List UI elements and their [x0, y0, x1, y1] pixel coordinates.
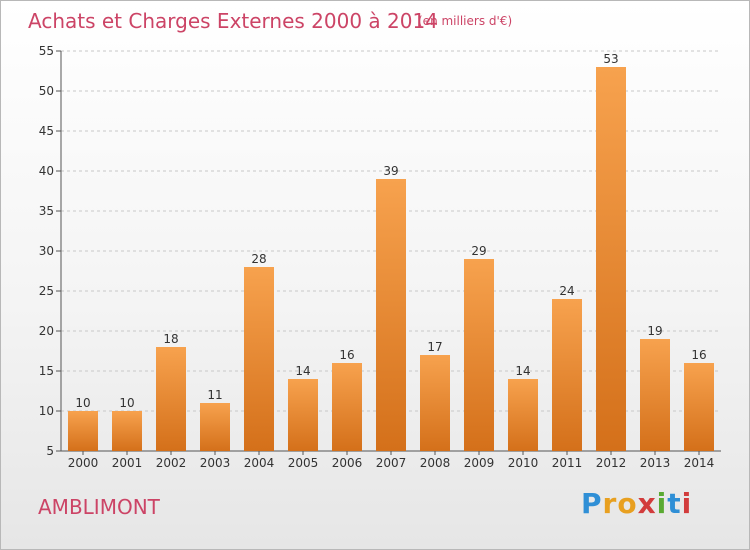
bar-2014	[684, 363, 714, 451]
chart-subtitle: (en milliers d'€)	[418, 14, 513, 28]
x-tick-label: 2004	[244, 456, 275, 470]
bar-2002	[156, 347, 186, 451]
bar-value-label: 28	[251, 252, 266, 266]
x-tick-label: 2005	[288, 456, 319, 470]
y-tick-label: 25	[39, 284, 54, 298]
x-tick-label: 2000	[68, 456, 99, 470]
bar-value-label: 18	[163, 332, 178, 346]
logo-letter: r	[602, 487, 618, 520]
bar-2009	[464, 259, 494, 451]
bar-value-label: 16	[691, 348, 706, 362]
bar-2006	[332, 363, 362, 451]
y-tick-label: 40	[39, 164, 54, 178]
proxiti-logo: Proxiti	[581, 487, 692, 520]
y-tick-label: 30	[39, 244, 54, 258]
bar-value-label: 19	[647, 324, 662, 338]
bar-value-label: 29	[471, 244, 486, 258]
x-tick-label: 2012	[596, 456, 627, 470]
bar-value-label: 16	[339, 348, 354, 362]
bar-value-label: 24	[559, 284, 574, 298]
bar-value-label: 14	[515, 364, 530, 378]
bar-2010	[508, 379, 538, 451]
y-tick-label: 35	[39, 204, 54, 218]
logo-letter: i	[656, 487, 668, 520]
bar-2013	[640, 339, 670, 451]
bar-value-label: 53	[603, 52, 618, 66]
bar-value-label: 39	[383, 164, 398, 178]
x-tick-label: 2011	[552, 456, 583, 470]
bar-value-label: 10	[119, 396, 134, 410]
logo-letter: P	[581, 487, 603, 520]
bar-value-label: 14	[295, 364, 310, 378]
x-tick-label: 2009	[464, 456, 495, 470]
bar-2003	[200, 403, 230, 451]
x-tick-label: 2006	[332, 456, 363, 470]
bar-2007	[376, 179, 406, 451]
bar-value-label: 10	[75, 396, 90, 410]
x-tick-label: 2007	[376, 456, 407, 470]
y-tick-label: 15	[39, 364, 54, 378]
bar-2008	[420, 355, 450, 451]
logo-letter: t	[667, 487, 682, 520]
x-tick-label: 2014	[684, 456, 715, 470]
bar-2011	[552, 299, 582, 451]
logo-letter: x	[637, 487, 657, 520]
logo-letter: i	[681, 487, 693, 520]
bar-value-label: 17	[427, 340, 442, 354]
bar-2012	[596, 67, 626, 451]
y-tick-label: 45	[39, 124, 54, 138]
logo-letter: o	[617, 487, 638, 520]
x-tick-label: 2001	[112, 456, 143, 470]
x-tick-label: 2013	[640, 456, 671, 470]
x-tick-label: 2002	[156, 456, 187, 470]
bar-2001	[112, 411, 142, 451]
bar-2005	[288, 379, 318, 451]
y-tick-label: 10	[39, 404, 54, 418]
x-tick-label: 2003	[200, 456, 231, 470]
x-tick-label: 2008	[420, 456, 451, 470]
y-tick-label: 50	[39, 84, 54, 98]
bar-value-label: 11	[207, 388, 222, 402]
bar-2000	[68, 411, 98, 451]
bar-2004	[244, 267, 274, 451]
y-tick-label: 5	[46, 444, 54, 458]
y-tick-label: 55	[39, 44, 54, 58]
x-tick-label: 2010	[508, 456, 539, 470]
town-name: AMBLIMONT	[38, 495, 160, 519]
chart-title: Achats et Charges Externes 2000 à 2014	[28, 9, 438, 33]
y-tick-label: 20	[39, 324, 54, 338]
